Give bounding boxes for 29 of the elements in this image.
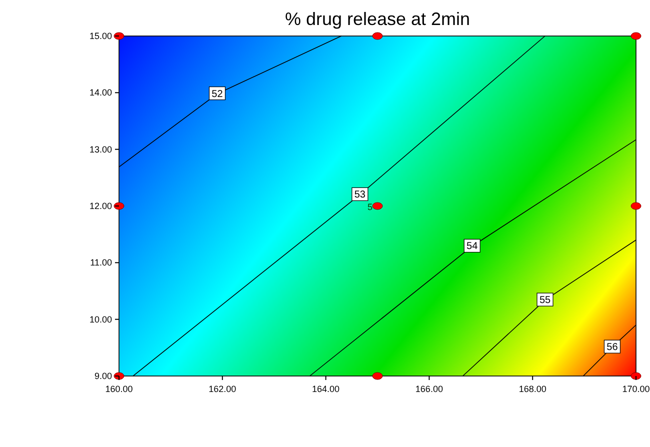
- y-tick-label: 11.00: [90, 258, 112, 268]
- y-tick-label: 14.00: [89, 88, 112, 98]
- point: [372, 372, 383, 380]
- annotation: 5: [368, 202, 373, 212]
- x-tick-label: 160.00: [105, 384, 133, 394]
- point: [372, 32, 383, 40]
- point: [114, 32, 124, 40]
- y-tick-label: 9.00: [94, 371, 112, 381]
- point: [114, 372, 124, 380]
- point: [114, 202, 124, 210]
- series-label: 56: [606, 342, 618, 354]
- x-tick-label: 166.00: [415, 384, 443, 394]
- chart-title: % drug release at 2min: [284, 9, 470, 29]
- point: [630, 202, 642, 210]
- y-tick-label: 13.00: [89, 144, 112, 154]
- series-label: 55: [539, 295, 552, 306]
- x-tick-label: 168.00: [518, 384, 546, 394]
- y-tick-label: 15.00: [89, 31, 112, 41]
- point: [372, 202, 383, 210]
- point: [630, 372, 642, 380]
- series-label: 52: [212, 88, 224, 100]
- series-label: 54: [466, 241, 478, 252]
- point: [630, 32, 642, 40]
- x-tick-label: 170.00: [622, 384, 650, 394]
- x-tick-label: 162.00: [208, 384, 236, 394]
- y-tick-label: 12.00: [89, 201, 112, 211]
- y-tick-label: 10.00: [89, 314, 112, 324]
- series-label: 53: [354, 190, 366, 201]
- x-tick-label: 164.00: [312, 384, 340, 394]
